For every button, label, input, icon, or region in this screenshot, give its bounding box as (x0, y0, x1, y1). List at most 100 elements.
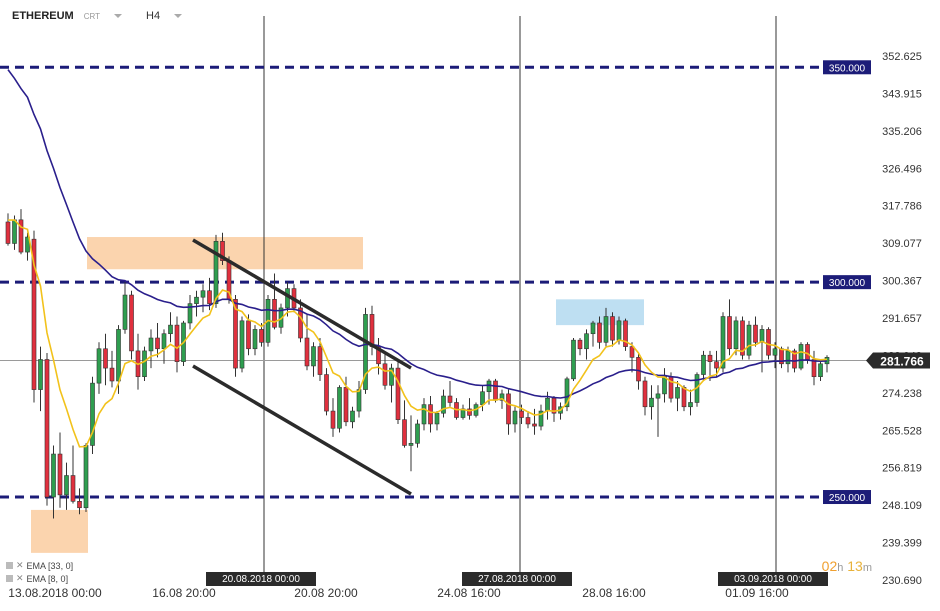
candle-body (324, 374, 329, 412)
candle-body (467, 408, 472, 416)
candle-body (486, 380, 492, 393)
level-label-box (823, 60, 871, 75)
candle-body (538, 410, 544, 427)
candle-body (272, 299, 277, 328)
chevron-down-icon[interactable] (114, 14, 123, 18)
level-label-box (823, 490, 871, 505)
candle-body (18, 219, 24, 253)
horizontal-levels[interactable]: 350.000 300.000 250.000 (0, 60, 871, 505)
candle-body (408, 443, 414, 446)
legend-ema-8[interactable]: ✕ EMA [8, 0] (6, 573, 68, 584)
candle-body (77, 501, 82, 509)
candle-body (493, 380, 498, 401)
date-marker-labels: 20.08.2018 00:00 27.08.2018 00:00 03.09.20… (206, 572, 828, 586)
candle-body (252, 329, 258, 350)
candle-body (759, 329, 765, 343)
candle-countdown: 02h 13m (822, 558, 872, 574)
current-price-box (866, 352, 930, 369)
countdown-hours: 02 (821, 558, 838, 574)
price-tick: 317.786 (882, 201, 922, 213)
legend-color-icon (6, 562, 13, 569)
legend-ema-33[interactable]: ✕ EMA [33, 0] (6, 560, 73, 571)
candle-body (103, 348, 108, 369)
candle-body (525, 417, 531, 425)
time-tick: 16.08 20:00 (152, 586, 216, 600)
time-tick: 01.09 16:00 (725, 586, 789, 600)
channel-upper-line[interactable] (192, 238, 412, 370)
candle-body (142, 350, 147, 377)
close-icon[interactable]: ✕ (16, 560, 24, 570)
candle-body (428, 404, 433, 425)
candle-body (811, 359, 817, 377)
candle-body (330, 410, 336, 429)
price-tick: 239.399 (882, 538, 922, 550)
candle-body (220, 241, 225, 261)
candle-body (675, 387, 680, 399)
price-tick: 256.819 (882, 463, 922, 475)
candle-body (122, 294, 128, 330)
candle-body (96, 348, 102, 384)
candle-body (233, 299, 238, 369)
candle-body (337, 387, 342, 429)
candle-body (70, 475, 76, 502)
price-tick: 230.690 (882, 575, 922, 587)
candle-body (766, 329, 771, 356)
ema-33-line (7, 69, 828, 399)
candle-body (116, 329, 121, 382)
candle-body (350, 410, 355, 423)
candle-body (298, 307, 303, 339)
candle-body (64, 475, 69, 496)
candle-body (681, 387, 687, 408)
date-separator-lines (263, 16, 777, 580)
price-axis[interactable]: 352.625 343.915 335.206 326.496 317.786 309.0… (882, 51, 922, 587)
candle-body (246, 320, 251, 350)
trend-channel[interactable] (192, 238, 412, 496)
candle-body (317, 346, 323, 375)
candle-body (720, 316, 726, 369)
price-tick: 274.238 (882, 388, 922, 400)
hours-unit: h (837, 562, 844, 574)
date-marker-box (718, 572, 828, 586)
candle-body (83, 445, 89, 509)
candle-body (707, 354, 713, 362)
candle-body (688, 402, 693, 408)
candle-body (356, 389, 362, 412)
candle-body (577, 339, 583, 350)
resistance-zone[interactable] (87, 237, 363, 270)
time-tick: 20.08 20:00 (294, 586, 358, 600)
candle-body (480, 391, 485, 405)
close-icon[interactable]: ✕ (16, 573, 24, 583)
candle-body (772, 348, 778, 356)
time-tick: 28.08 16:00 (582, 586, 646, 600)
candle-body (363, 314, 368, 390)
symbol-sub[interactable]: CRT (83, 11, 101, 21)
candle-body (655, 393, 661, 399)
time-axis[interactable]: 13.08.2018 00:00 16.08 20:00 20.08 20:00 24… (8, 586, 789, 600)
price-tick: 291.657 (882, 313, 922, 325)
price-tick: 343.915 (882, 88, 922, 100)
price-tick: 265.528 (882, 425, 922, 437)
channel-lower-line[interactable] (192, 364, 412, 496)
symbol-name[interactable]: ETHEREUM (12, 10, 74, 22)
candle-body (174, 324, 180, 362)
candle-body (571, 339, 576, 380)
candle-body (343, 387, 349, 423)
candle-body (57, 453, 63, 496)
level-label: 300.000 (829, 278, 866, 289)
candle-body (532, 423, 537, 427)
candle-body (376, 346, 381, 365)
candle-body (239, 320, 245, 369)
candle-body (90, 382, 95, 446)
candle-body (792, 350, 797, 369)
candle-body (584, 333, 589, 350)
support-zone[interactable] (31, 509, 88, 553)
timeframe-select[interactable]: H4 (146, 10, 161, 22)
candle-body (194, 296, 199, 304)
candle-body (402, 419, 407, 446)
candle-body (512, 410, 518, 425)
current-price-label: 281.766 (866, 352, 930, 369)
chevron-down-icon[interactable] (174, 14, 183, 18)
legend-label: EMA [33, 0] (26, 560, 74, 571)
candle-body (395, 367, 401, 420)
